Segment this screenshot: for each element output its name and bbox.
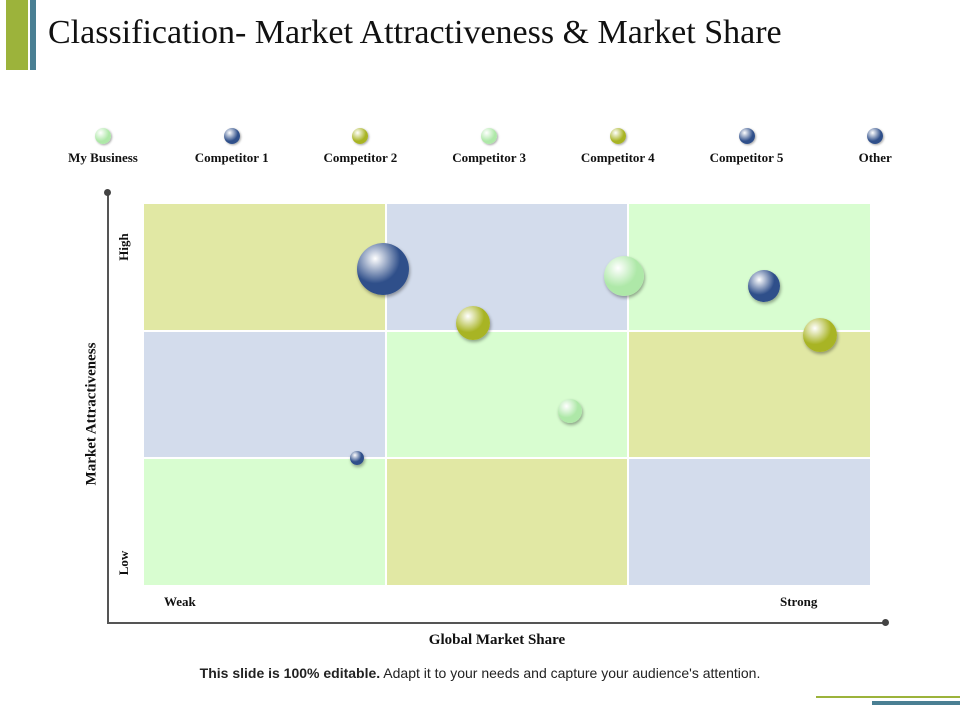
grid-cell xyxy=(628,330,872,459)
legend-item: Competitor 5 xyxy=(692,128,802,166)
y-tick-label-high: High xyxy=(116,233,131,261)
data-bubble xyxy=(603,255,644,296)
x-axis-line xyxy=(107,622,887,624)
legend-item: Competitor 2 xyxy=(305,128,415,166)
x-axis-end-dot xyxy=(882,619,889,626)
legend-marker-icon xyxy=(738,128,755,144)
data-bubble xyxy=(349,451,364,466)
legend-label: Other xyxy=(858,150,892,165)
data-bubble xyxy=(748,270,781,302)
legend-label: My Business xyxy=(68,150,138,165)
footer-note-bold: This slide is 100% editable. xyxy=(199,665,381,681)
data-bubble xyxy=(357,243,410,296)
bottom-accent-line-teal xyxy=(872,701,960,705)
legend-label: Competitor 5 xyxy=(709,150,784,165)
x-axis-label: Global Market Share xyxy=(428,632,566,648)
grid-cell xyxy=(143,330,386,459)
legend-label: Competitor 4 xyxy=(580,150,655,165)
grid-cell xyxy=(385,330,629,459)
x-tick-label-weak: Weak xyxy=(164,594,196,609)
data-bubble xyxy=(558,399,583,424)
legend-marker-icon xyxy=(223,128,240,144)
legend-marker-icon xyxy=(609,128,626,144)
legend-marker-icon xyxy=(95,128,111,144)
x-tick-label-strong: Strong xyxy=(780,594,818,609)
data-bubble xyxy=(803,317,838,352)
y-axis-line xyxy=(107,192,109,624)
grid-cell xyxy=(385,458,629,587)
legend-marker-icon xyxy=(352,128,369,144)
grid-cell xyxy=(628,458,872,587)
y-tick-label-low: Low xyxy=(116,550,131,576)
footer-note-rest: Adapt it to your needs and capture your … xyxy=(380,665,761,681)
title-accent-bar-teal xyxy=(30,0,36,70)
legend-item: Competitor 1 xyxy=(177,128,287,166)
y-axis-label: Market Attractiveness xyxy=(83,342,100,486)
legend-label: Competitor 1 xyxy=(194,150,269,165)
legend-item: My Business xyxy=(48,128,158,166)
legend-marker-icon xyxy=(481,128,498,144)
title-accent-bar-green xyxy=(6,0,28,70)
legend-item: Competitor 4 xyxy=(563,128,673,166)
data-bubble xyxy=(456,306,491,341)
footer-note: This slide is 100% editable. Adapt it to… xyxy=(200,665,761,681)
legend-label: Competitor 3 xyxy=(452,150,526,165)
legend-marker-icon xyxy=(867,128,884,144)
grid-cell xyxy=(143,458,386,587)
grid-cell xyxy=(143,203,386,331)
legend-item: Competitor 3 xyxy=(434,128,544,166)
grid-cell xyxy=(385,203,629,331)
slide-title: Classification- Market Attractiveness & … xyxy=(48,14,782,51)
y-axis-end-dot xyxy=(104,189,111,196)
legend-item: Other xyxy=(820,128,930,166)
legend-label: Competitor 2 xyxy=(323,150,398,165)
grid-cell xyxy=(628,203,872,331)
bottom-accent-line-green xyxy=(816,696,960,698)
